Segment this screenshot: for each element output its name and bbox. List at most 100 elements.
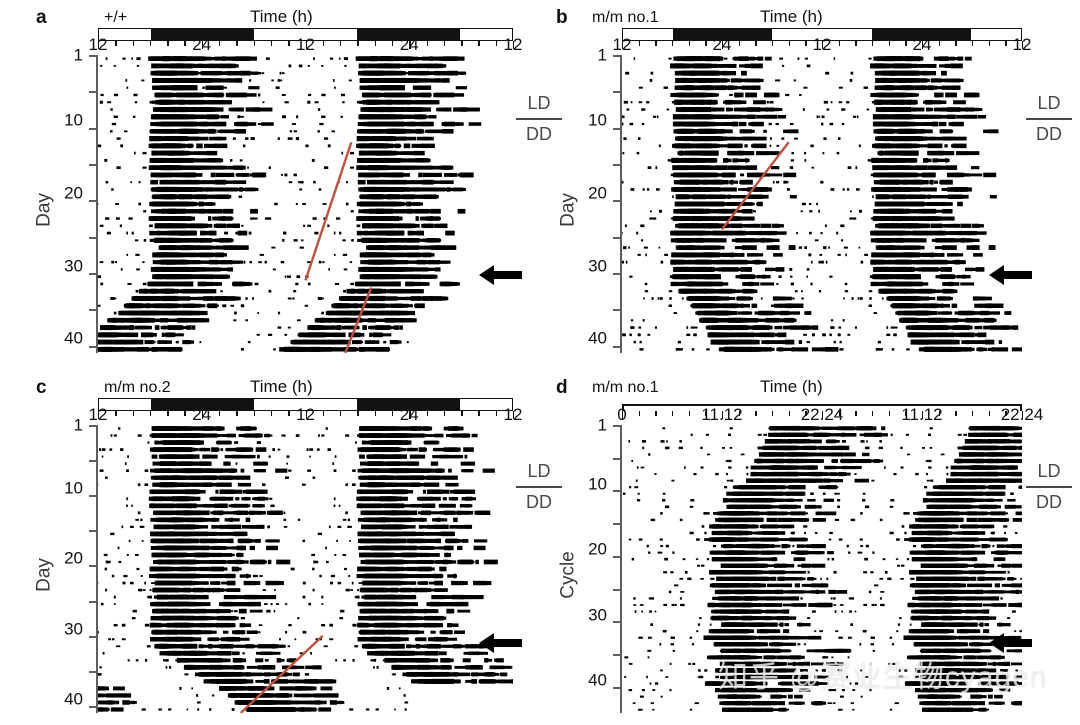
- yaxis-tick-label: 20: [588, 183, 607, 203]
- xaxis-tick: [922, 41, 924, 49]
- yaxis-tick: [613, 490, 620, 493]
- xaxis-tick: [98, 41, 100, 49]
- yaxis-title-a: Day: [33, 193, 55, 227]
- dd-label: DD: [1036, 124, 1062, 144]
- yaxis-tick: [613, 457, 620, 460]
- yaxis-tick: [89, 345, 96, 348]
- yaxis-title-d: Cycle: [557, 550, 579, 599]
- ld-dd-marker-d: LD DD: [1026, 460, 1072, 514]
- yaxis-tick-label: 30: [588, 256, 607, 276]
- yaxis-tick: [89, 600, 96, 603]
- xaxis-tick-label: 24: [399, 405, 419, 424]
- ld-segment-light: [253, 29, 358, 40]
- xaxis-tick-label: 12: [503, 405, 523, 424]
- xaxis-tick: [357, 41, 359, 46]
- yaxis-tick-label: 10: [64, 110, 83, 130]
- yaxis-line-b: [620, 55, 622, 353]
- yaxis-line-a: [96, 55, 98, 353]
- xaxis-tick: [478, 41, 480, 46]
- xaxis-tick-label: 12: [296, 405, 315, 424]
- xaxis-tick: [132, 41, 134, 46]
- xaxis-tick: [722, 41, 724, 49]
- xaxis-tick-label: 12: [1012, 35, 1032, 54]
- ld-dd-divider: [516, 117, 562, 120]
- xaxis-ticks-b: [622, 41, 1024, 50]
- xaxis-title-b: Time (h): [760, 7, 823, 26]
- xaxis-tick: [805, 41, 807, 46]
- xaxis-tick: [305, 411, 307, 419]
- yaxis-line-d: [620, 425, 622, 713]
- genotype-label-a: +/+: [104, 9, 128, 26]
- xaxis-tick: [855, 41, 857, 46]
- xaxis-tick: [955, 411, 957, 416]
- yaxis-tick: [613, 127, 620, 130]
- light-dark-bar-a: [98, 28, 513, 41]
- xaxis-tick: [972, 41, 974, 46]
- xaxis-tick: [340, 411, 342, 416]
- ld-segment-light: [971, 29, 1021, 40]
- yaxis-tick: [89, 635, 96, 638]
- xaxis-tick: [495, 411, 498, 416]
- yaxis-tick: [613, 654, 620, 657]
- xaxis-tick: [905, 411, 907, 416]
- actogram-canvas-c: [98, 425, 513, 713]
- yaxis-tick-label: 40: [588, 328, 607, 348]
- xaxis-tick: [374, 411, 377, 416]
- ld-label: LD: [527, 461, 551, 481]
- yaxis-tick-label: 30: [64, 256, 83, 276]
- xaxis-tick: [722, 411, 724, 419]
- xaxis-tick: [253, 411, 256, 416]
- yaxis-tick: [89, 236, 96, 239]
- xaxis-tick: [672, 411, 674, 416]
- xaxis-tick: [838, 411, 841, 416]
- yaxis-tick-label: 30: [588, 605, 607, 625]
- yaxis-tick-label: 1: [73, 415, 83, 435]
- xaxis-tick: [391, 41, 394, 46]
- panel-letter-d: d: [556, 377, 568, 398]
- xaxis-tick: [1005, 41, 1007, 46]
- xaxis-tick: [219, 411, 221, 416]
- ld-dd-divider: [516, 485, 562, 488]
- genotype-label-b: m/m no.1: [592, 9, 659, 26]
- xaxis-tick: [872, 41, 874, 46]
- xaxis-tick: [149, 411, 152, 416]
- light-dark-bar-c: [98, 398, 513, 411]
- xaxis-tick-label: 12: [296, 35, 315, 54]
- yaxis-tick-label: 1: [597, 415, 607, 435]
- xaxis-tick: [184, 411, 186, 416]
- xaxis-tick-label: 24: [912, 35, 932, 54]
- yaxis-tick-label: 10: [588, 474, 607, 494]
- release-arrow-a: [478, 264, 522, 286]
- xaxis-tick: [167, 41, 169, 46]
- yaxis-tick-label: 40: [64, 689, 83, 709]
- ld-segment-light: [772, 29, 872, 40]
- xaxis-tick: [872, 411, 874, 416]
- release-arrow-d: [988, 632, 1032, 654]
- xaxis-ticks-d: [622, 411, 1024, 420]
- xaxis-tick: [638, 411, 641, 416]
- yaxis-tick: [89, 530, 96, 533]
- xaxis-tick: [655, 41, 657, 46]
- ld-segment-dark: [357, 29, 461, 40]
- yaxis-tick: [613, 164, 620, 167]
- xaxis-tick: [322, 411, 325, 416]
- xaxis-tick: [270, 411, 273, 416]
- yaxis-title-c: Day: [33, 557, 55, 592]
- xaxis-tick: [357, 411, 359, 416]
- ld-segment-light: [623, 29, 673, 40]
- ld-segment-light: [460, 29, 512, 40]
- xaxis-tick: [838, 41, 841, 46]
- release-arrow-c: [478, 632, 522, 654]
- xaxis-tick-label: 24: [192, 35, 212, 54]
- xaxis-tick: [443, 411, 446, 416]
- xaxis-tick: [922, 411, 924, 419]
- xaxis-tick: [322, 41, 325, 46]
- ld-dd-divider: [1026, 485, 1072, 488]
- yaxis-tick: [89, 565, 96, 568]
- xaxis-tick: [1022, 411, 1024, 419]
- xaxis-tick: [755, 411, 757, 416]
- yaxis-tick-label: 20: [588, 539, 607, 559]
- yaxis-tick: [613, 621, 620, 624]
- yaxis-tick-label: 1: [597, 45, 607, 65]
